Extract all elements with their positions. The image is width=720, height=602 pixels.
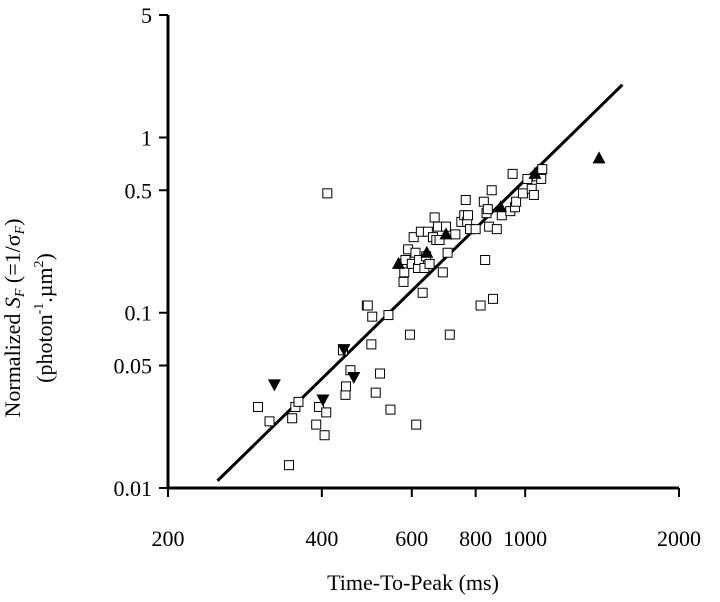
x-axis-label: Time-To-Peak (ms) xyxy=(327,570,499,595)
open-square-point xyxy=(491,224,502,235)
open-square-point xyxy=(429,212,440,223)
y-label-line2-sup1: -1 xyxy=(32,303,47,315)
triangle-up-point xyxy=(528,166,542,179)
open-square-point xyxy=(437,267,448,278)
open-square-point xyxy=(444,329,455,340)
open-square-point xyxy=(399,267,410,278)
data-points xyxy=(252,151,606,471)
open-square-point xyxy=(424,258,435,269)
x-tick-label: 600 xyxy=(395,526,428,551)
open-square-point xyxy=(264,416,275,427)
open-square-point xyxy=(463,210,474,221)
open-square-point xyxy=(287,413,298,424)
triangle-up-point xyxy=(592,151,606,164)
open-square-point xyxy=(370,387,381,398)
open-square-point xyxy=(475,300,486,311)
svg-text:Normalized SF (=1/σF): Normalized SF (=1/σF) xyxy=(0,218,28,417)
open-square-point xyxy=(417,287,428,298)
y-label-line2-sup2: 2 xyxy=(32,260,47,267)
y-label-line2-close: ) xyxy=(32,253,57,260)
y-label-prefix: Normalized xyxy=(0,308,25,417)
open-square-point xyxy=(311,419,322,430)
open-square-point xyxy=(422,226,433,237)
y-label-line2-open: (photon xyxy=(32,314,57,382)
triangle-up-point xyxy=(420,245,434,258)
y-label-s: S xyxy=(0,297,25,308)
triangle-down-point xyxy=(337,344,351,357)
y-tick-label: 0.01 xyxy=(114,476,153,501)
y-tick-label: 5 xyxy=(141,3,152,28)
open-square-point xyxy=(319,430,330,441)
y-label-mid: (=1/σ xyxy=(0,234,25,288)
open-square-point xyxy=(340,389,351,400)
open-square-point xyxy=(362,300,373,311)
open-square-point xyxy=(293,396,304,407)
open-square-point xyxy=(480,254,491,265)
y-tick-label: 1 xyxy=(141,125,152,150)
open-square-point xyxy=(385,404,396,415)
open-square-point xyxy=(528,189,539,200)
x-tick-label: 400 xyxy=(305,526,338,551)
open-square-point xyxy=(404,329,415,340)
chart-axes xyxy=(159,14,680,497)
open-square-point xyxy=(442,247,453,258)
open-square-point xyxy=(383,310,394,321)
open-square-point xyxy=(252,401,263,412)
open-square-point xyxy=(486,185,497,196)
triangle-down-point xyxy=(347,371,361,384)
trend-line-group xyxy=(216,83,624,482)
open-square-point xyxy=(537,164,548,175)
open-square-point xyxy=(450,229,461,240)
y-label-close: ) xyxy=(0,218,25,225)
triangle-down-point xyxy=(267,379,281,392)
x-tick-label: 1000 xyxy=(503,526,547,551)
open-square-point xyxy=(517,188,528,199)
y-tick-label: 0.05 xyxy=(114,354,153,379)
y-tick-label: 0.1 xyxy=(125,301,153,326)
open-square-point xyxy=(411,419,422,430)
open-square-point xyxy=(322,188,333,199)
tick-labels: 0.01 0.05 0.1 0.5 1 5 200 400 600 800 1000 2000 xyxy=(114,3,702,551)
open-square-point xyxy=(536,173,547,184)
open-square-point xyxy=(522,173,533,184)
open-square-point xyxy=(283,460,294,471)
open-square-point xyxy=(367,311,378,322)
x-tick-label: 200 xyxy=(152,526,185,551)
open-square-point xyxy=(482,204,493,215)
trend-line xyxy=(216,83,624,482)
open-square-point xyxy=(470,224,481,235)
y-label-sigma-sub: F xyxy=(13,225,28,235)
open-square-point xyxy=(460,194,471,205)
x-tick-label: 800 xyxy=(459,526,492,551)
open-square-point xyxy=(340,381,351,392)
y-label-line2-mid: .µm xyxy=(32,267,57,302)
y-axis-label: Normalized SF (=1/σF) (photon-1.µm2) xyxy=(0,218,57,417)
triangle-down-point xyxy=(316,394,330,407)
triangle-up-point xyxy=(494,200,508,213)
triangle-up-point xyxy=(439,227,453,240)
open-square-point xyxy=(314,401,325,412)
open-square-point xyxy=(507,168,518,179)
y-label-s-sub: F xyxy=(13,288,28,298)
x-tick-label: 2000 xyxy=(657,526,701,551)
open-square-point xyxy=(408,232,419,243)
triangle-up-point xyxy=(391,256,405,269)
svg-text:(photon-1.µm2): (photon-1.µm2) xyxy=(32,253,57,383)
open-square-point xyxy=(487,293,498,304)
open-square-point xyxy=(511,196,522,207)
open-square-point xyxy=(366,339,377,350)
open-square-point xyxy=(398,276,409,287)
open-square-point xyxy=(375,368,386,379)
y-tick-label: 0.5 xyxy=(125,178,153,203)
open-square-point xyxy=(321,407,332,418)
open-square-point xyxy=(434,235,445,246)
